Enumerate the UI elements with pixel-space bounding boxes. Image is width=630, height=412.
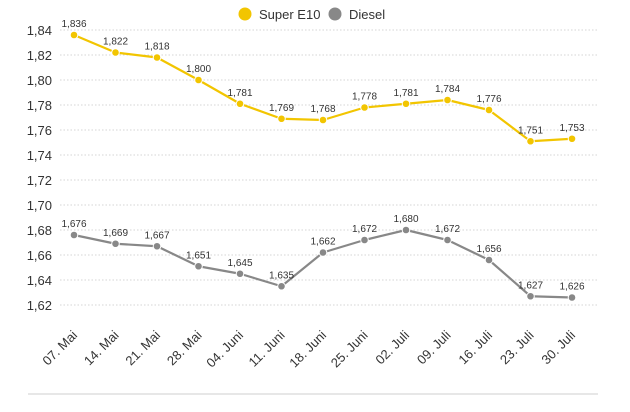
y-tick-label: 1,76 [27, 123, 52, 138]
data-point [484, 255, 494, 265]
x-tick-label: 04. Juni [203, 327, 246, 370]
gridlines [60, 29, 598, 306]
data-point [360, 103, 369, 112]
data-point [235, 99, 245, 109]
y-tick-label: 1,68 [27, 223, 52, 238]
y-tick-label: 1,62 [27, 298, 52, 313]
data-point [318, 115, 328, 125]
data-point [401, 99, 411, 109]
data-label: 1,626 [559, 282, 584, 293]
data-label: 1,662 [310, 237, 335, 248]
data-point [194, 75, 203, 85]
x-tick-label: 23. Juli [497, 327, 537, 367]
y-tick-label: 1,74 [27, 148, 52, 163]
data-label: 1,781 [393, 88, 418, 99]
data-label: 1,676 [61, 219, 86, 230]
data-point [401, 225, 411, 235]
data-point [277, 281, 286, 291]
data-label: 1,651 [186, 250, 211, 261]
data-point [69, 30, 79, 40]
data-label: 1,769 [269, 103, 294, 114]
data-point [152, 241, 162, 251]
x-tick-label: 09. Juli [414, 327, 454, 367]
data-point [567, 134, 577, 144]
y-tick-label: 1,64 [27, 273, 52, 288]
y-tick-label: 1,70 [27, 198, 52, 213]
data-label: 1,635 [269, 270, 294, 281]
data-point [69, 230, 79, 240]
data-point [526, 291, 535, 301]
data-point [111, 48, 120, 57]
data-point [443, 235, 452, 245]
data-label: 1,667 [144, 230, 169, 241]
data-label: 1,836 [61, 19, 86, 30]
x-tick-label: 16. Juli [455, 327, 495, 367]
y-tick-label: 1,84 [27, 23, 52, 38]
data-point [484, 105, 494, 115]
y-tick-label: 1,66 [27, 248, 52, 263]
data-point [194, 261, 203, 271]
data-label: 1,768 [310, 104, 335, 115]
data-label: 1,822 [103, 37, 128, 48]
data-label: 1,680 [393, 214, 418, 225]
data-point [526, 136, 535, 146]
data-label: 1,818 [144, 42, 169, 53]
data-label: 1,627 [518, 280, 543, 291]
legend-label-super-e10: Super E10 [259, 7, 320, 22]
data-label: 1,751 [518, 125, 543, 136]
data-point [277, 114, 286, 124]
y-tick-label: 1,80 [27, 73, 52, 88]
data-label: 1,800 [186, 64, 211, 75]
data-label: 1,778 [352, 92, 377, 103]
series-lines [73, 33, 573, 299]
data-label: 1,781 [227, 88, 252, 99]
series-points [69, 30, 577, 302]
x-tick-label: 28. Mai [164, 327, 205, 368]
y-tick-label: 1,82 [27, 48, 52, 63]
legend: Super E10 Diesel [238, 7, 385, 22]
x-tick-label: 07. Mai [39, 327, 80, 368]
y-tick-label: 1,72 [27, 173, 52, 188]
data-label: 1,645 [227, 258, 252, 269]
data-point [111, 239, 120, 249]
legend-marker-diesel [328, 7, 342, 21]
x-tick-label: 02. Juli [372, 327, 412, 367]
x-tick-label: 25. Juni [328, 327, 371, 370]
y-tick-label: 1,78 [27, 98, 52, 113]
y-axis-ticks: 1,84 1,82 1,80 1,78 1,76 1,74 1,72 1,70 1,68 1,66… [27, 23, 52, 313]
data-label: 1,672 [352, 224, 377, 235]
x-tick-label: 21. Mai [122, 327, 163, 368]
x-tick-label: 18. Juni [286, 327, 329, 370]
data-label: 1,784 [435, 84, 460, 95]
data-point [360, 235, 369, 245]
x-tick-label: 30. Juli [538, 327, 578, 367]
data-point [318, 248, 328, 257]
x-tick-label: 14. Mai [81, 327, 122, 368]
legend-label-diesel: Diesel [349, 7, 385, 22]
data-label: 1,656 [476, 244, 501, 255]
data-label: 1,672 [435, 224, 460, 235]
data-point [567, 293, 577, 302]
series-data-labels: 1,836 1,822 1,818 1,800 1,781 1,769 1,768 1,778… [61, 19, 584, 293]
data-label: 1,776 [476, 94, 501, 105]
data-label: 1,669 [103, 228, 128, 239]
data-label: 1,753 [559, 123, 584, 134]
legend-marker-super-e10 [238, 7, 252, 21]
data-point [152, 53, 162, 62]
data-point [443, 95, 452, 105]
data-point [235, 269, 245, 279]
x-tick-label: 11. Juni [245, 327, 287, 369]
